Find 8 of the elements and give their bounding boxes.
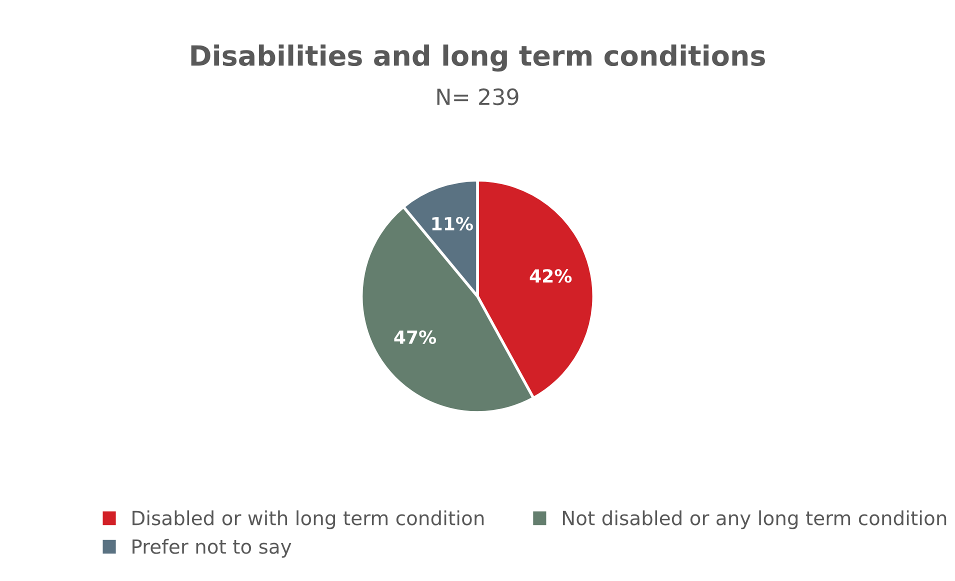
data-label: 11% [432, 216, 473, 230]
chart-subtitle: N= 239 [437, 88, 518, 106]
data-label: 42% [530, 269, 572, 283]
legend-label: Prefer not to say [132, 538, 292, 558]
legend-label: Not disabled or any long term condition [562, 510, 946, 530]
chart-title: Disabilities and long term conditions [191, 44, 765, 72]
legend-label: Disabled or with long term condition [132, 510, 484, 530]
data-label: 47% [394, 330, 436, 344]
